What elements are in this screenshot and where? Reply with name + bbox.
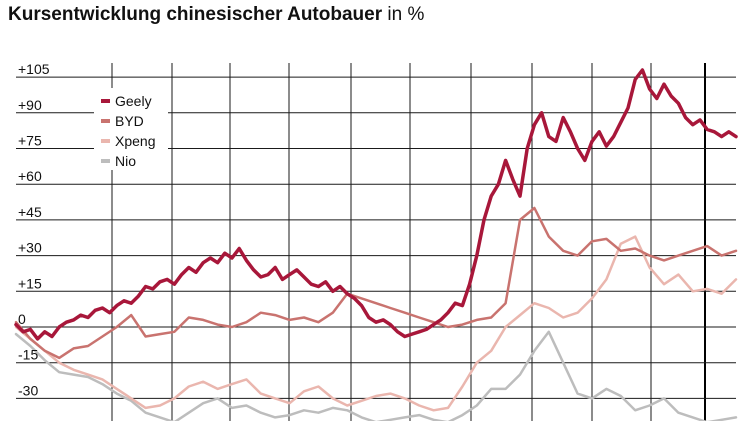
series-line-nio — [14, 330, 738, 421]
y-tick-label: +60 — [18, 168, 42, 184]
y-tick-label: +75 — [18, 133, 42, 149]
y-tick-label: -15 — [18, 347, 38, 363]
y-tick-label: -30 — [18, 382, 38, 398]
chart-title-unit: in % — [387, 4, 425, 25]
legend-label-nio: Nio — [115, 153, 136, 169]
legend-swatch-xpeng — [101, 139, 110, 143]
chart-title-main: Kursentwicklung chinesischer Autobauer — [8, 4, 383, 25]
y-tick-label: +30 — [18, 240, 42, 256]
series-line-byd — [14, 206, 738, 360]
y-axis-tick-labels: +105 +90 +75 +60 +45 +30 +15 0 -15 -30 — [18, 61, 50, 398]
legend-label-byd: BYD — [115, 113, 144, 129]
legend-swatch-nio — [101, 159, 110, 163]
legend-swatch-byd — [101, 119, 110, 123]
y-tick-label: +105 — [18, 61, 50, 77]
y-tick-label: +15 — [18, 275, 42, 291]
series-line-geely — [14, 68, 738, 341]
series-line-xpeng — [14, 235, 738, 412]
legend-swatch-geely — [101, 99, 110, 103]
y-tick-label: +45 — [18, 204, 42, 220]
legend-label-geely: Geely — [115, 93, 152, 109]
chart-title: Kursentwicklung chinesischer Autobauer i… — [8, 4, 424, 26]
y-tick-label: +90 — [18, 97, 42, 113]
series-lines — [14, 68, 738, 421]
legend-label-xpeng: Xpeng — [115, 133, 155, 149]
y-tick-label: 0 — [18, 311, 26, 327]
legend: Geely BYD Xpeng Nio — [94, 88, 168, 170]
